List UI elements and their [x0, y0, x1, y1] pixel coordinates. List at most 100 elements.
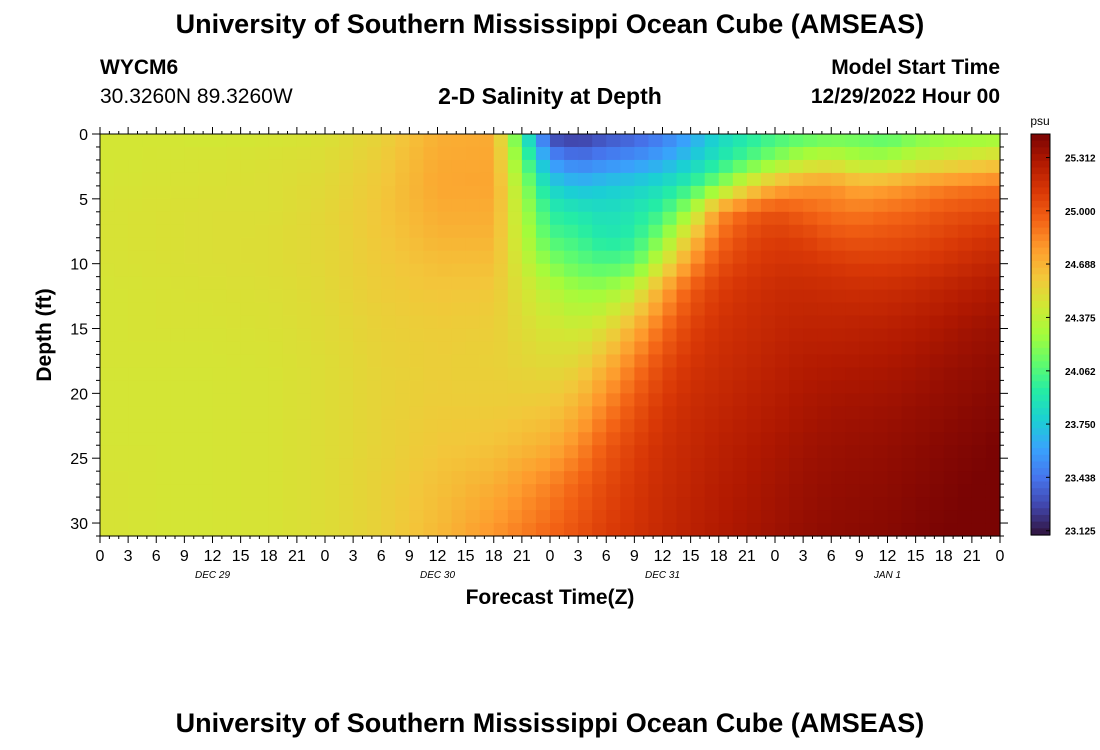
heatmap-cell: [339, 432, 354, 446]
heatmap-cell: [859, 432, 875, 446]
heatmap-cell: [212, 393, 228, 407]
heatmap-cell: [845, 328, 860, 343]
heatmap-cell: [564, 367, 579, 381]
heatmap-cell: [929, 497, 945, 511]
heatmap-cell: [465, 146, 481, 161]
heatmap-cell: [620, 237, 635, 252]
heatmap-cell: [254, 458, 270, 472]
heatmap-cell: [901, 237, 917, 252]
heatmap-cell: [465, 523, 481, 537]
heatmap-cell: [550, 458, 565, 472]
heatmap-cell: [831, 497, 846, 511]
heatmap-cell: [578, 185, 593, 200]
heatmap-cell: [985, 445, 1001, 459]
heatmap-cell: [929, 198, 945, 213]
heatmap-cell: [296, 185, 312, 200]
heatmap-cell: [339, 354, 354, 369]
heatmap-cell: [704, 523, 720, 537]
heatmap-cell: [915, 406, 931, 420]
heatmap-cell: [971, 328, 987, 343]
heatmap-cell: [367, 302, 382, 317]
heatmap-cell: [381, 341, 396, 356]
heatmap-cell: [760, 380, 776, 394]
heatmap-cell: [507, 237, 523, 252]
heatmap-cell: [128, 224, 143, 239]
heatmap-cell: [550, 276, 565, 291]
heatmap-cell: [606, 211, 621, 226]
heatmap-cell: [240, 523, 256, 537]
heatmap-cell: [985, 497, 1001, 511]
heatmap-cell: [817, 497, 832, 511]
heatmap-cell: [887, 237, 903, 252]
heatmap-cell: [901, 276, 917, 291]
x-tick-label: 0: [771, 548, 780, 565]
heatmap-cell: [887, 380, 903, 394]
heatmap-cell: [704, 393, 720, 407]
heatmap-cell: [282, 224, 298, 239]
heatmap-cell: [634, 406, 650, 420]
heatmap-cell: [564, 276, 579, 291]
heatmap-cell: [423, 198, 439, 213]
heatmap-cell: [564, 134, 579, 148]
heatmap-cell: [592, 315, 607, 330]
heatmap-cell: [240, 198, 256, 213]
heatmap-cell: [226, 471, 242, 485]
heatmap-cell: [620, 341, 635, 356]
heatmap-cell: [550, 341, 565, 356]
heatmap-cell: [718, 134, 734, 148]
heatmap-cell: [676, 471, 692, 485]
heatmap-cell: [845, 263, 860, 278]
colorbar-segment: [1031, 314, 1050, 322]
heatmap-cell: [296, 315, 312, 330]
heatmap-cell: [676, 146, 692, 161]
colorbar-segment: [1031, 327, 1050, 336]
heatmap-cell: [170, 523, 185, 537]
heatmap-cell: [339, 523, 354, 537]
heatmap-cell: [226, 315, 242, 330]
heatmap-cell: [746, 159, 762, 174]
heatmap-cell: [817, 367, 832, 381]
heatmap-cell: [479, 134, 495, 148]
heatmap-cell: [437, 367, 453, 381]
heatmap-cell: [479, 341, 495, 356]
heatmap-cell: [718, 224, 734, 239]
heatmap-cell: [592, 523, 607, 537]
heatmap-cell: [901, 367, 917, 381]
heatmap-cell: [690, 393, 706, 407]
heatmap-cell: [254, 134, 270, 148]
heatmap-cell: [535, 497, 551, 511]
heatmap-cell: [226, 406, 242, 420]
x-tick-label: 21: [738, 548, 756, 565]
heatmap-cell: [831, 432, 846, 446]
heatmap-cell: [803, 510, 818, 524]
heatmap-cell: [957, 289, 973, 304]
heatmap-cell: [423, 458, 439, 472]
heatmap-cell: [592, 250, 607, 265]
heatmap-cell: [760, 432, 776, 446]
heatmap-cell: [578, 250, 593, 265]
heatmap-cell: [325, 328, 340, 343]
heatmap-cell: [367, 445, 382, 459]
heatmap-cell: [535, 276, 551, 291]
heatmap-cell: [325, 393, 340, 407]
colorbar-segment: [1031, 274, 1050, 282]
heatmap-cell: [662, 328, 678, 343]
heatmap-cell: [128, 458, 143, 472]
heatmap-cell: [437, 458, 453, 472]
heatmap-cell: [198, 134, 214, 148]
heatmap-cell: [381, 146, 396, 161]
x-tick-label: 3: [799, 548, 808, 565]
plot-title: 2-D Salinity at Depth: [438, 83, 662, 109]
heatmap-cell: [620, 445, 635, 459]
heatmap-cell: [142, 237, 157, 252]
heatmap-cell: [634, 328, 650, 343]
heatmap-cell: [479, 445, 495, 459]
heatmap-cell: [381, 289, 396, 304]
heatmap-cell: [732, 289, 748, 304]
heatmap-cell: [310, 198, 326, 213]
heatmap-cell: [859, 276, 875, 291]
heatmap-cell: [943, 315, 959, 330]
heatmap-cell: [521, 471, 537, 485]
heatmap-cell: [156, 263, 171, 278]
heatmap-cell: [240, 289, 256, 304]
